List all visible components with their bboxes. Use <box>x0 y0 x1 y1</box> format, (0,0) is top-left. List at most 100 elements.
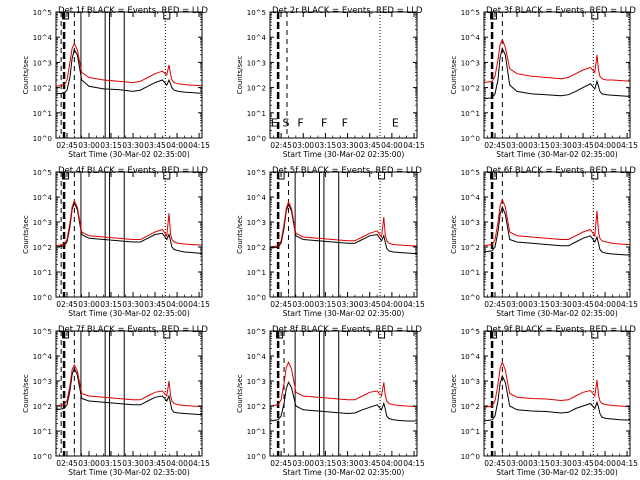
series-line-lld <box>55 42 202 87</box>
series-line-events <box>55 202 202 254</box>
x-tick-label: 03:15 <box>315 141 337 150</box>
y-tick-label: 10^1 <box>461 269 480 277</box>
x-tick-label: 03:00 <box>292 300 314 309</box>
series-line-events <box>55 48 202 95</box>
x-tick-label: 03:30 <box>337 141 359 150</box>
attenuator-mark <box>490 12 498 20</box>
panel-title: Det 7f BLACK = Events, RED = LLD <box>58 325 208 335</box>
x-axis-label: Start Time (30-Mar-02 02:35:00) <box>496 468 618 477</box>
y-tick-label: 10^5 <box>247 169 266 177</box>
panel-title: Det 3f BLACK = Events, RED = LLD <box>486 6 636 16</box>
x-tick-label: 04:15 <box>403 300 425 309</box>
state-label: E <box>392 117 399 130</box>
x-tick-label: 04:00 <box>166 141 188 150</box>
x-tick-label: 03:00 <box>78 141 100 150</box>
x-tick-label: 03:15 <box>100 141 122 150</box>
y-tick-label: 10^0 <box>461 294 480 302</box>
panel-det-1f: Det 1f BLACK = Events, RED = LLD 10^0 10^1… <box>22 6 210 159</box>
panel-det-7f: Det 7f BLACK = Events, RED = LLD 10^0 10^1… <box>22 325 210 477</box>
x-tick-label: 03:45 <box>359 300 381 309</box>
x-tick-label: 03:15 <box>315 300 337 309</box>
plot-frame <box>269 171 418 298</box>
x-tick-label: 03:00 <box>292 141 314 150</box>
y-tick-label: 10^4 <box>33 34 53 42</box>
panel-title: Det 1f BLACK = Events, RED = LLD <box>58 6 208 16</box>
y-tick-label: 10^5 <box>461 9 480 17</box>
x-tick-label: 04:00 <box>381 141 403 150</box>
series-line-lld <box>269 361 417 407</box>
y-tick-label: 10^3 <box>247 219 266 227</box>
x-tick-label: 03:00 <box>78 300 100 309</box>
panel-title: Det 8f BLACK = Events, RED = LLD <box>272 325 422 335</box>
y-tick-label: 10^1 <box>33 269 52 277</box>
y-axis-label: Counts/sec <box>450 215 458 254</box>
y-tick-label: 10^3 <box>461 59 480 67</box>
x-tick-label: 02:45 <box>56 459 78 468</box>
panel-det-8f: Det 8f BLACK = Events, RED = LLD 10^0 10^1… <box>236 325 425 477</box>
series-line-events <box>269 381 417 422</box>
x-axis-label: Start Time (30-Mar-02 02:35:00) <box>283 150 405 159</box>
series-line-events <box>483 47 630 100</box>
y-tick-label: 10^5 <box>33 9 52 17</box>
attenuator-mark <box>62 172 70 180</box>
x-tick-label: 03:15 <box>100 459 122 468</box>
x-tick-label: 04:00 <box>594 141 616 150</box>
x-tick-label: 04:00 <box>381 300 403 309</box>
y-axis-label: Counts/sec <box>450 56 458 95</box>
attenuator-mark <box>591 12 599 20</box>
attenuator-mark <box>490 331 498 339</box>
series-line-lld <box>483 38 630 84</box>
y-tick-label: 10^5 <box>461 169 480 177</box>
attenuator-mark <box>277 172 285 180</box>
y-tick-label: 10^1 <box>247 428 266 436</box>
x-tick-label: 03:30 <box>550 459 572 468</box>
attenuator-mark <box>378 172 386 180</box>
attenuator-mark <box>591 172 599 180</box>
x-axis-label: Start Time (30-Mar-02 02:35:00) <box>496 309 618 318</box>
y-tick-label: 10^3 <box>461 219 480 227</box>
plot-frame <box>483 11 631 139</box>
x-tick-label: 03:00 <box>506 300 528 309</box>
y-tick-label: 10^0 <box>461 135 480 143</box>
x-axis-label: Start Time (30-Mar-02 02:35:00) <box>283 309 405 318</box>
x-tick-label: 03:15 <box>528 141 550 150</box>
attenuator-mark <box>163 12 171 20</box>
state-label: F <box>297 117 303 130</box>
series-line-events <box>483 205 630 256</box>
panel-title: Det 4f BLACK = Events, RED = LLD <box>58 166 208 176</box>
x-tick-label: 04:15 <box>403 459 425 468</box>
y-axis-label: Counts/sec <box>22 374 30 413</box>
plot-frame <box>55 330 203 457</box>
plot-frame <box>483 330 631 457</box>
series-line-events <box>269 203 417 254</box>
series-line-lld <box>55 363 202 407</box>
x-tick-label: 03:00 <box>506 141 528 150</box>
x-tick-label: 04:00 <box>594 300 616 309</box>
x-tick-label: 03:45 <box>359 459 381 468</box>
x-tick-label: 03:30 <box>337 300 359 309</box>
x-tick-label: 04:15 <box>188 300 210 309</box>
x-tick-label: 03:00 <box>292 459 314 468</box>
y-tick-label: 10^4 <box>461 194 481 202</box>
x-tick-label: 02:45 <box>484 459 506 468</box>
y-tick-label: 10^3 <box>247 59 266 67</box>
x-tick-label: 04:15 <box>616 459 638 468</box>
x-tick-label: 02:45 <box>270 459 292 468</box>
y-tick-label: 10^0 <box>247 135 266 143</box>
y-tick-label: 10^3 <box>33 378 52 386</box>
attenuator-mark <box>591 331 599 339</box>
x-axis-label: Start Time (30-Mar-02 02:35:00) <box>68 468 190 477</box>
y-tick-label: 10^2 <box>247 403 266 411</box>
state-label: F <box>342 117 348 130</box>
attenuator-mark <box>62 331 70 339</box>
x-tick-label: 03:15 <box>100 300 122 309</box>
y-tick-label: 10^5 <box>247 328 266 336</box>
y-tick-label: 10^2 <box>33 403 52 411</box>
y-tick-label: 10^2 <box>247 244 266 252</box>
x-tick-label: 04:15 <box>403 141 425 150</box>
x-tick-label: 04:00 <box>166 459 188 468</box>
series-line-events <box>55 367 202 415</box>
x-axis-label: Start Time (30-Mar-02 02:35:00) <box>68 150 190 159</box>
x-tick-label: 03:30 <box>337 459 359 468</box>
